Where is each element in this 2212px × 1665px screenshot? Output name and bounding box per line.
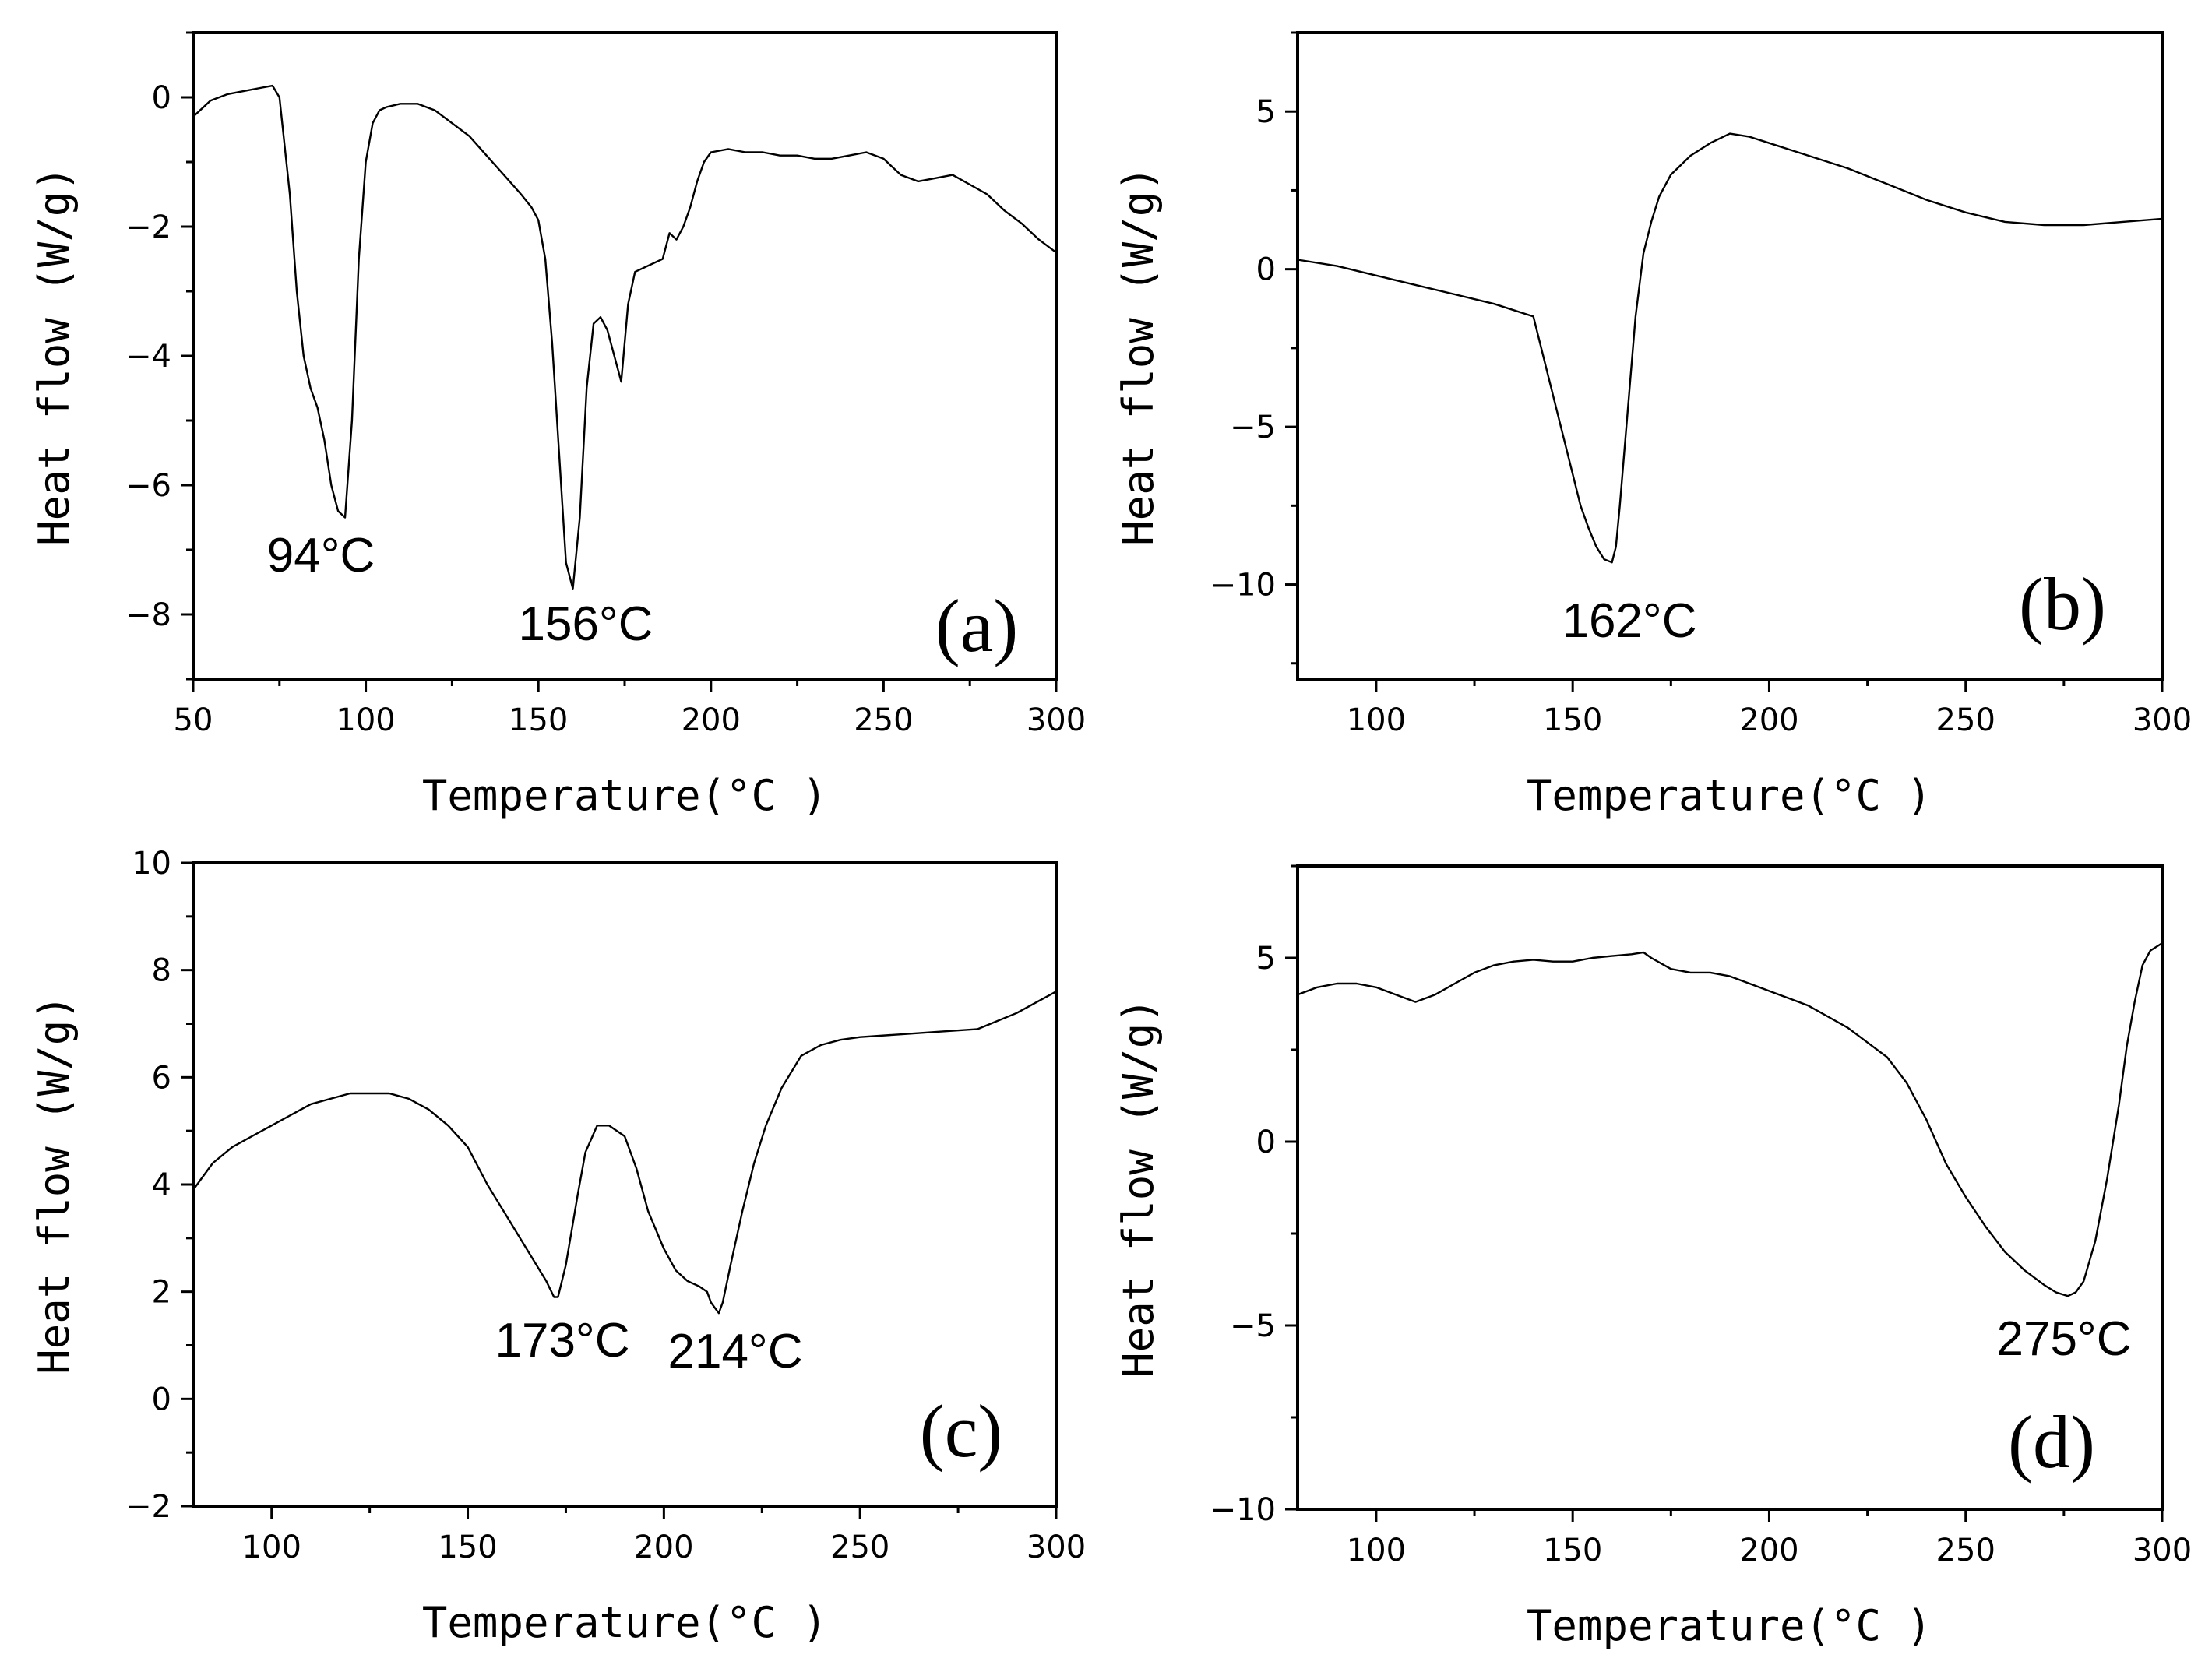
x-tick-label: 300: [2133, 1533, 2192, 1568]
y-tick-label: −2: [125, 1489, 171, 1525]
panel-a-y-axis-title: Heat flow (W/g): [30, 166, 79, 546]
panel-d-series-line: [1297, 942, 2163, 1297]
y-tick-label: 0: [1256, 252, 1276, 288]
panel-d-plot-frame: [1296, 864, 2164, 1511]
y-tick-label: 0: [1256, 1125, 1276, 1160]
panel-a-peak-label-2: 156°C: [518, 597, 653, 651]
panel-c-peak-label-1: 173°C: [495, 1314, 629, 1368]
x-tick-label: 200: [1739, 702, 1798, 738]
x-tick-label: 100: [242, 1529, 301, 1565]
panel-a-letter: (a): [935, 584, 1019, 667]
x-tick-label: 150: [438, 1529, 497, 1565]
panel-b-letter: (b): [2019, 562, 2106, 646]
panel-c-peak-label-2: 214°C: [667, 1325, 802, 1378]
x-tick-label: 150: [509, 702, 568, 738]
y-tick-label: 0: [152, 1382, 171, 1417]
x-tick-label: 100: [336, 702, 395, 738]
x-tick-label: 250: [1936, 702, 1995, 738]
x-tick-label: 200: [1739, 1533, 1798, 1568]
panel-a-series-line: [192, 84, 1057, 590]
x-tick-label: 250: [830, 1529, 889, 1565]
x-tick-label: 150: [1543, 1533, 1602, 1568]
y-tick-label: −4: [125, 339, 171, 375]
x-tick-label: 150: [1543, 702, 1602, 738]
panel-c-series-line: [192, 991, 1057, 1315]
panel-b-series-line: [1297, 132, 2163, 564]
y-tick-label: 5: [1256, 941, 1276, 977]
panel-a: 50 100 150 200 250 300 0 −2 −4 −6 −8 Temperature(°…: [30, 31, 1086, 820]
panel-c-y-axis-title: Heat flow (W/g): [30, 994, 79, 1375]
panel-a-ticks: 50 100 150 200 250 300 0 −2 −4 −6 −8: [125, 31, 1086, 738]
y-tick-label: 2: [152, 1275, 171, 1311]
panel-b-ticks: 100 150 200 250 300 5 0 −5 −10: [1210, 31, 2192, 738]
panel-b-x-axis-title: Temperature(°C ): [1527, 771, 1932, 820]
y-tick-label: 8: [152, 953, 171, 989]
y-tick-label: 4: [152, 1167, 171, 1203]
x-tick-label: 250: [1936, 1533, 1995, 1568]
panel-a-x-axis-title: Temperature(°C ): [422, 771, 827, 820]
panel-d-peak-label-1: 275°C: [1996, 1312, 2131, 1366]
panel-b-peak-label-1: 162°C: [1562, 594, 1696, 648]
y-tick-label: −5: [1230, 1308, 1276, 1344]
panel-d-letter: (d): [2008, 1400, 2095, 1484]
y-tick-label: −10: [1210, 568, 1276, 604]
y-tick-label: −10: [1210, 1492, 1276, 1528]
panel-c-letter: (c): [920, 1389, 1003, 1473]
x-tick-label: 300: [1027, 1529, 1086, 1565]
x-tick-label: 200: [682, 702, 741, 738]
panel-b-y-axis-title: Heat flow (W/g): [1114, 166, 1163, 546]
x-tick-label: 250: [854, 702, 913, 738]
y-tick-label: 6: [152, 1060, 171, 1096]
panel-d-y-axis-title: Heat flow (W/g): [1114, 998, 1163, 1378]
panel-d-x-axis-title: Temperature(°C ): [1527, 1601, 1932, 1650]
y-tick-label: −5: [1230, 410, 1276, 445]
panel-d-ticks: 100 150 200 250 300 5 0 −5 −10: [1210, 864, 2192, 1568]
x-tick-label: 200: [634, 1529, 693, 1565]
y-tick-label: −8: [125, 597, 171, 633]
panel-c-x-axis-title: Temperature(°C ): [422, 1598, 827, 1647]
panel-c-ticks: 100 150 200 250 300 −2 0 2 4 6 8 10: [125, 846, 1086, 1565]
x-tick-label: 100: [1347, 702, 1406, 738]
y-tick-label: 5: [1256, 94, 1276, 130]
panel-b-plot-frame: [1296, 31, 2164, 681]
y-tick-label: −6: [125, 468, 171, 504]
x-tick-label: 100: [1347, 1533, 1406, 1568]
panel-c: 100 150 200 250 300 −2 0 2 4 6 8 10 Temperature(°C …: [30, 846, 1086, 1647]
y-tick-label: −2: [125, 209, 171, 245]
panel-a-peak-label-1: 94°C: [267, 529, 375, 583]
x-tick-label: 300: [2133, 702, 2192, 738]
y-tick-label: 0: [152, 80, 171, 116]
y-tick-label: 10: [132, 846, 171, 882]
x-tick-label: 50: [174, 702, 213, 738]
x-tick-label: 300: [1027, 702, 1086, 738]
